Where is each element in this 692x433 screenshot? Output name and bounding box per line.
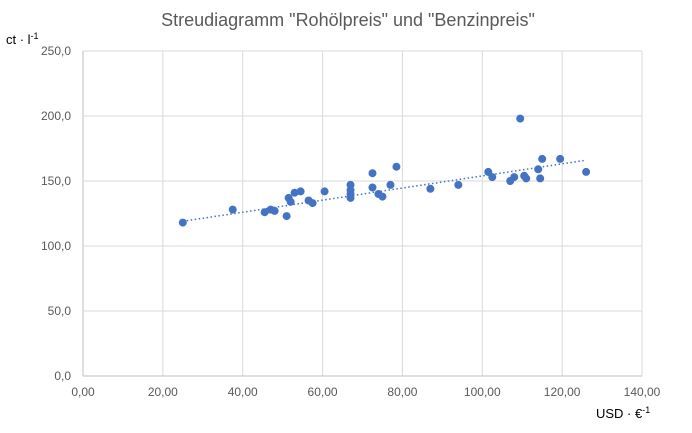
y-tick-label: 150,0 <box>41 174 71 188</box>
data-point <box>510 173 519 182</box>
y-axis-label-superscript: -1 <box>31 31 39 41</box>
tick-labels: 0,00 20,00 40,00 60,00 80,00 100,00 120,00 140,… <box>41 44 661 399</box>
data-point <box>536 174 545 183</box>
x-tick-label: 40,00 <box>228 385 258 399</box>
y-tick-label: 200,0 <box>41 109 71 123</box>
trendline-layer <box>182 159 587 223</box>
chart-title: Streudiagramm "Rohölpreis" und "Benzinpr… <box>161 10 535 30</box>
data-point <box>320 187 329 196</box>
data-point <box>454 180 463 189</box>
y-tick-label: 250,0 <box>41 44 71 58</box>
y-tick-label: 0,0 <box>54 369 71 383</box>
data-point <box>282 212 291 221</box>
y-axis-label: ct · l-1 <box>6 31 39 47</box>
data-point <box>516 114 525 123</box>
data-point <box>488 173 497 182</box>
data-point <box>270 206 279 215</box>
data-point <box>582 167 591 176</box>
y-axis-label-text: ct · l <box>6 32 31 47</box>
x-tick-label: 20,00 <box>148 385 178 399</box>
data-point <box>378 192 387 201</box>
data-point <box>556 154 565 163</box>
y-tick-label: 100,0 <box>41 239 71 253</box>
data-point <box>228 205 237 214</box>
data-point <box>260 208 269 217</box>
data-point <box>534 165 543 174</box>
x-axis-label: USD · €-1 <box>596 405 650 421</box>
data-point <box>426 184 435 193</box>
y-tick-label: 50,0 <box>48 304 72 318</box>
data-points <box>178 114 591 227</box>
x-tick-label: 100,00 <box>464 385 501 399</box>
data-point <box>522 174 531 183</box>
x-tick-label: 0,00 <box>71 385 95 399</box>
x-axis-label-text: USD · € <box>596 406 643 421</box>
data-point <box>290 188 299 197</box>
data-point <box>386 180 395 189</box>
x-tick-label: 120,00 <box>544 385 581 399</box>
data-point <box>368 169 377 178</box>
x-tick-label: 80,00 <box>387 385 417 399</box>
data-point <box>368 183 377 192</box>
data-point <box>308 199 317 208</box>
data-point <box>538 154 547 163</box>
data-point <box>392 162 401 171</box>
x-tick-label: 60,00 <box>308 385 338 399</box>
x-tick-label: 140,00 <box>624 385 661 399</box>
data-point <box>286 197 295 206</box>
trendline <box>182 159 587 223</box>
x-axis-label-superscript: -1 <box>642 405 650 415</box>
data-point <box>346 193 355 202</box>
data-point <box>296 187 305 196</box>
data-point <box>178 218 187 227</box>
grid <box>82 50 643 377</box>
